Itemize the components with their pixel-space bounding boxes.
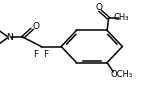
Text: F: F: [43, 50, 49, 59]
Text: OCH₃: OCH₃: [111, 70, 133, 79]
Text: F: F: [33, 50, 38, 59]
Text: O: O: [95, 3, 102, 12]
Text: CH₃: CH₃: [114, 13, 129, 22]
Text: N: N: [6, 33, 13, 42]
Text: O: O: [32, 22, 39, 31]
